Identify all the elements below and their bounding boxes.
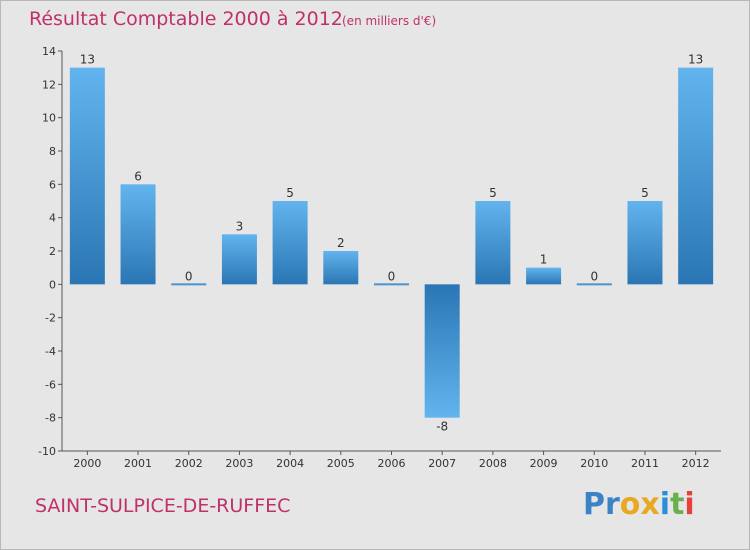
y-tick-label: -2 [45, 312, 56, 325]
logo-letter: Pr [583, 487, 620, 522]
y-tick-label: -4 [45, 345, 56, 358]
data-label: 13 [80, 53, 95, 67]
bar [171, 283, 207, 286]
y-tick-label: 0 [49, 278, 56, 291]
data-label: 2 [337, 236, 345, 250]
bar [272, 201, 308, 285]
logo-letter: i [684, 487, 695, 522]
chart-labels: 13 6 0 3 5 2 0 -8 5 1 0 5 13 [80, 53, 704, 434]
plot-area [62, 51, 721, 451]
y-tick-label: 14 [42, 45, 56, 58]
logo-letter: i [659, 487, 671, 522]
data-label: 5 [286, 186, 294, 200]
x-tick-label: 2008 [479, 457, 507, 470]
y-tick-label: 6 [49, 178, 56, 191]
x-tick-label: 2004 [276, 457, 304, 470]
y-tick-label: -10 [38, 445, 56, 458]
chart-bars [69, 67, 714, 418]
y-tick-label: -8 [45, 412, 56, 425]
x-tick-label: 2000 [73, 457, 101, 470]
logo-letter: o [619, 487, 641, 522]
data-label: -8 [436, 420, 448, 434]
x-tick-label: 2009 [530, 457, 558, 470]
y-tick-label: 10 [42, 112, 56, 125]
proxiti-logo[interactable]: Proxiti [583, 487, 695, 522]
bar [69, 67, 105, 285]
data-label: 0 [590, 269, 598, 283]
bar [627, 201, 663, 285]
chart-title: Résultat Comptable 2000 à 2012 [29, 8, 343, 30]
logo-letter: x [640, 487, 660, 522]
bar [323, 251, 359, 285]
x-tick-label: 2010 [580, 457, 608, 470]
bar [526, 267, 562, 285]
commune-name: SAINT-SULPICE-DE-RUFFEC [35, 495, 291, 517]
data-label: 3 [236, 219, 244, 233]
data-label: 13 [688, 53, 703, 67]
x-tick-label: 2002 [175, 457, 203, 470]
y-tick-label: 12 [42, 78, 56, 91]
x-tick-label: 2003 [225, 457, 253, 470]
bar [576, 283, 612, 286]
y-tick-label: 4 [49, 212, 56, 225]
data-label: 5 [489, 186, 497, 200]
bar [678, 67, 714, 285]
x-tick-label: 2001 [124, 457, 152, 470]
data-label: 6 [134, 169, 142, 183]
y-tick-label: 8 [49, 145, 56, 158]
data-label: 0 [388, 269, 396, 283]
data-label: 5 [641, 186, 649, 200]
x-tick-label: 2012 [682, 457, 710, 470]
bar [475, 201, 511, 285]
chart-subtitle: (en milliers d'€) [342, 14, 437, 28]
bar [120, 184, 156, 285]
x-tick-label: 2011 [631, 457, 659, 470]
x-tick-label: 2006 [378, 457, 406, 470]
data-label: 1 [540, 253, 548, 267]
bar [221, 234, 257, 285]
x-tick-label: 2005 [327, 457, 355, 470]
data-label: 0 [185, 269, 193, 283]
y-tick-label: 2 [49, 245, 56, 258]
bar [424, 284, 460, 418]
logo-letter: t [670, 487, 685, 522]
y-tick-label: -6 [45, 378, 56, 391]
bar [374, 283, 409, 286]
x-tick-label: 2007 [428, 457, 456, 470]
